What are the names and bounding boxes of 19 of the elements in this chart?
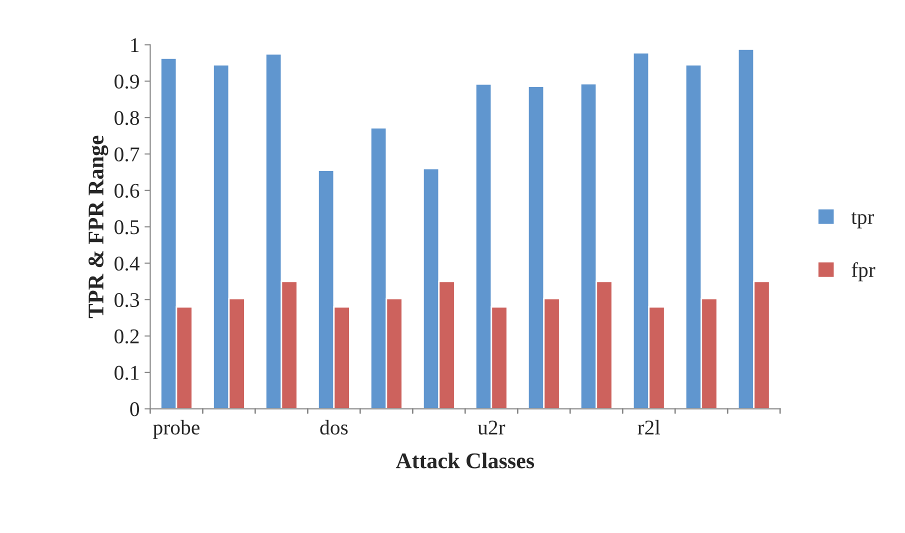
y-axis-title: TPR & FPR Range [88, 136, 108, 318]
x-tick-label: r2l [638, 420, 660, 434]
y-tick-label: 0.1 [114, 366, 139, 380]
y-tick-label: 0.6 [114, 184, 140, 198]
y-tick-label: 0.3 [114, 292, 139, 308]
x-tick-label: u2r [478, 420, 506, 435]
x-tick-label: dos [320, 420, 348, 435]
x-axis-title: Attack Classes [396, 452, 534, 468]
y-tick-label: 0.2 [114, 329, 139, 344]
y-tick-label: 1 [131, 38, 139, 52]
y-tick-label: 0.7 [114, 147, 140, 162]
y-tick-label: 0.8 [114, 110, 140, 126]
x-tick-label: probe [153, 420, 200, 439]
legend-label: tpr [851, 212, 874, 228]
y-tick-label: 0.5 [114, 220, 139, 234]
y-tick-label: 0.4 [114, 256, 140, 271]
y-tick-label: 0.9 [114, 74, 139, 89]
legend-label: fpr [852, 262, 876, 282]
y-tick-label: 0 [130, 402, 140, 416]
